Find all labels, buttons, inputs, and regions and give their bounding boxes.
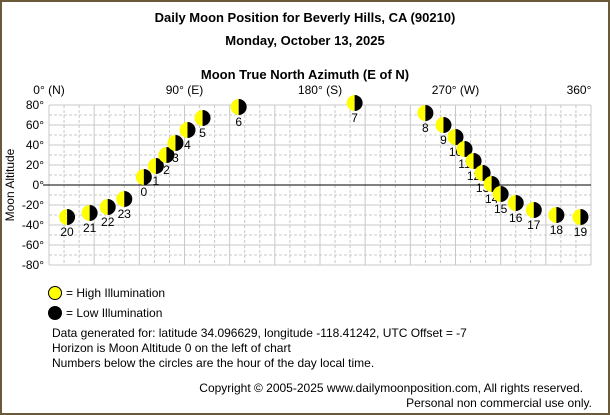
y-tick-label: -60° — [22, 238, 44, 252]
hour-label: 6 — [235, 115, 242, 129]
hour-label: 5 — [199, 126, 206, 140]
moon-point: 0 — [135, 169, 152, 199]
moon-point: 19 — [572, 209, 589, 239]
y-tick-label: -80° — [22, 258, 44, 272]
moon-point: 23 — [116, 191, 133, 221]
hour-label: 7 — [351, 111, 358, 125]
x-tick-label: 180° (S) — [298, 83, 342, 97]
date-subtitle: Monday, October 13, 2025 — [225, 33, 385, 48]
hour-label: 0 — [141, 185, 148, 199]
hour-label: 23 — [118, 207, 132, 221]
info-line-1: Data generated for: latitude 34.096629, … — [52, 326, 467, 340]
legend-low-label: = Low Illumination — [66, 306, 163, 320]
y-tick-label: -20° — [22, 198, 44, 212]
hour-label: 15 — [494, 202, 508, 216]
hour-label: 21 — [83, 221, 97, 235]
hour-label: 19 — [574, 225, 588, 239]
moon-point: 5 — [194, 110, 211, 140]
moon-point: 2 — [158, 147, 175, 177]
low-illumination-icon — [48, 306, 62, 320]
hour-label: 3 — [172, 151, 179, 165]
hour-label: 16 — [509, 211, 523, 225]
moon-point: 6 — [230, 99, 247, 129]
y-tick-label: 20° — [26, 158, 44, 172]
moon-point: 21 — [81, 205, 98, 235]
hour-label: 20 — [60, 225, 74, 239]
moon-point: 17 — [525, 202, 542, 232]
moon-point: 3 — [167, 135, 184, 165]
moon-position-chart: 0° (N) 90° (E) 180° (S) 270° (W) 360°80°60°4… — [3, 83, 592, 272]
y-tick-label: 60° — [26, 118, 44, 132]
moon-point: 8 — [417, 105, 434, 135]
moon-point: 7 — [346, 95, 363, 125]
x-tick-label: 0° (N) — [33, 83, 64, 97]
info-line-3: Numbers below the circles are the hour o… — [52, 356, 375, 370]
y-tick-label: -40° — [22, 218, 44, 232]
legend-low: = Low Illumination — [48, 306, 162, 320]
x-tick-label: 270° (W) — [432, 83, 479, 97]
moon-point: 4 — [179, 122, 196, 152]
moon-point: 15 — [492, 186, 509, 216]
moon-point: 9 — [435, 117, 452, 147]
y-tick-label: 80° — [26, 98, 44, 112]
hour-label: 22 — [101, 215, 115, 229]
high-illumination-icon — [48, 286, 62, 300]
copyright-line: Copyright © 2005-2025 www.dailymoonposit… — [199, 381, 583, 395]
y-tick-label: 0° — [33, 178, 45, 192]
hour-label: 4 — [184, 138, 191, 152]
hour-label: 18 — [550, 223, 564, 237]
usage-note: Personal non commercial use only. — [406, 396, 592, 410]
hour-label: 9 — [440, 133, 447, 147]
hour-label: 17 — [527, 218, 541, 232]
chart-title: Moon True North Azimuth (E of N) — [200, 67, 410, 82]
y-axis-label: Moon Altitude — [3, 148, 17, 221]
moon-point: 20 — [59, 209, 76, 239]
moon-point: 22 — [99, 199, 116, 229]
hour-label: 8 — [422, 121, 429, 135]
moon-point: 10 — [447, 129, 464, 159]
moon-point: 18 — [548, 207, 565, 237]
moon-point: 1 — [147, 158, 164, 188]
hour-label: 2 — [163, 163, 170, 177]
x-tick-label: 360° — [567, 83, 592, 97]
info-line-2: Horizon is Moon Altitude 0 on the left o… — [52, 341, 291, 355]
y-tick-label: 40° — [26, 138, 44, 152]
legend-high: = High Illumination — [48, 286, 165, 300]
page-title: Daily Moon Position for Beverly Hills, C… — [154, 10, 456, 25]
x-tick-label: 90° (E) — [166, 83, 203, 97]
moon-point: 16 — [507, 195, 524, 225]
hour-label: 1 — [153, 174, 160, 188]
legend-high-label: = High Illumination — [66, 286, 166, 300]
